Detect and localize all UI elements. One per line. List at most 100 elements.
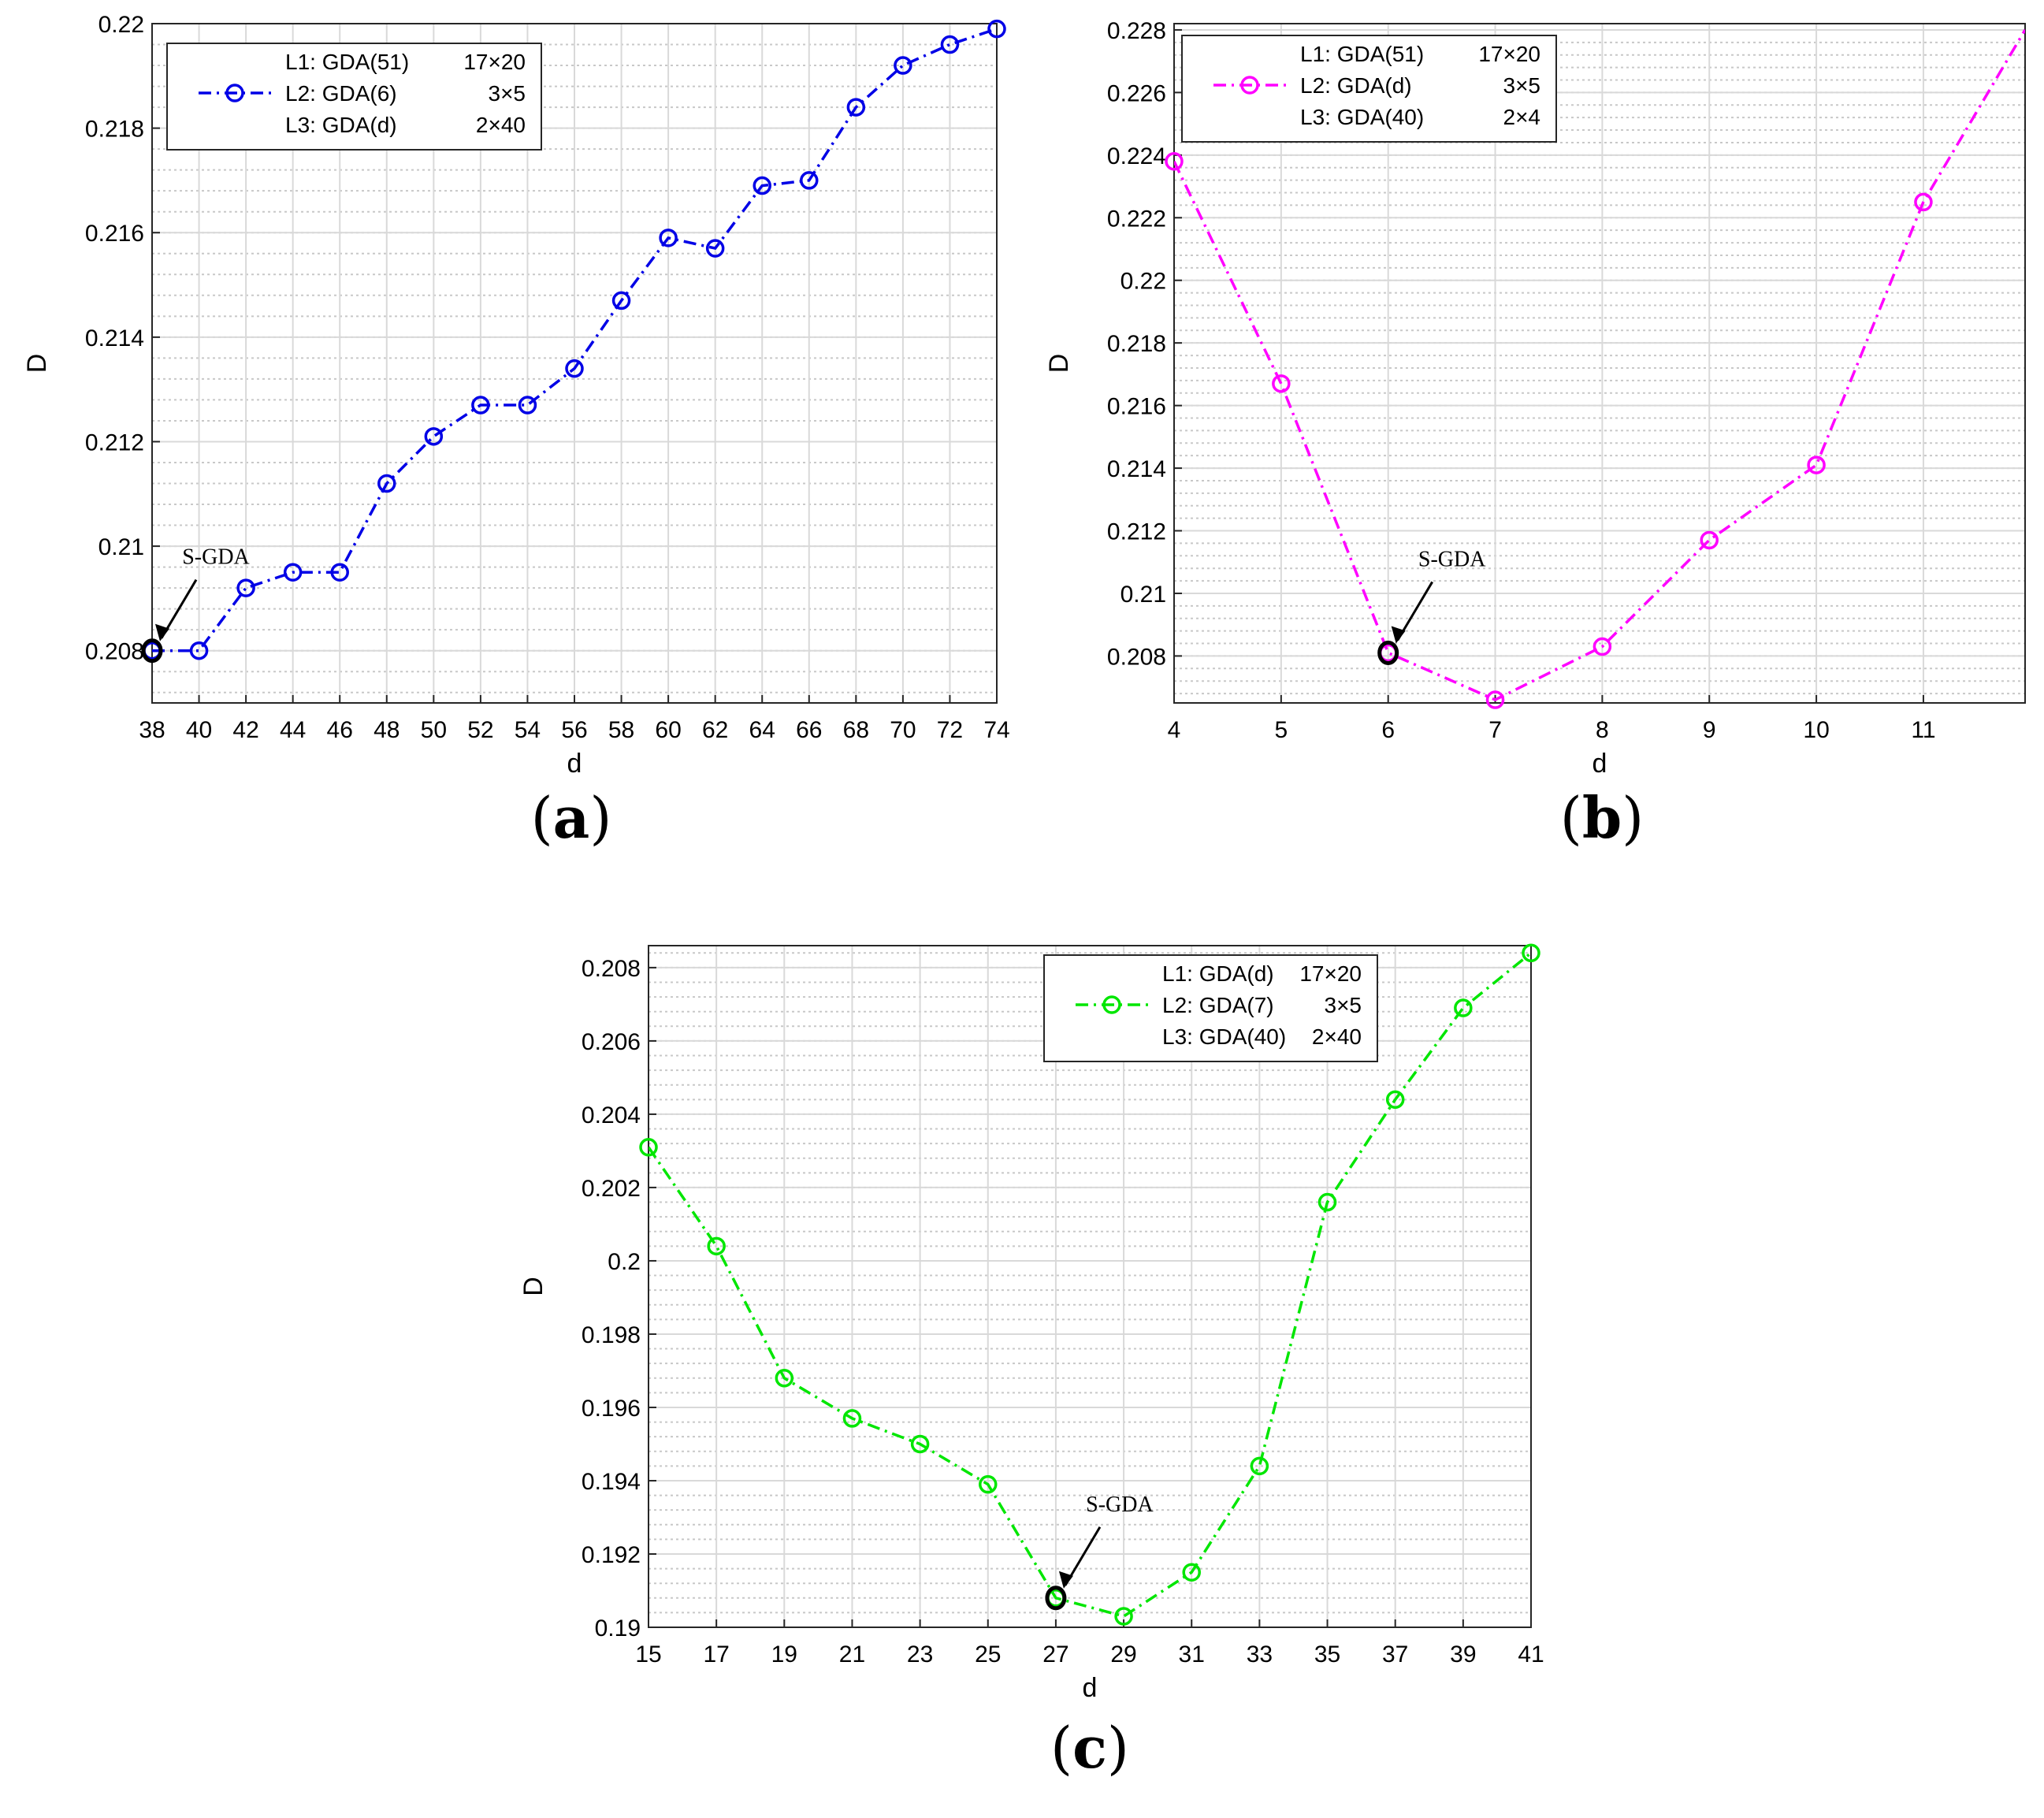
annotation-arrowhead: [1058, 1571, 1073, 1589]
legend-dims: 17×20: [1299, 961, 1362, 986]
annotation-arrowhead: [155, 623, 169, 641]
data-point: [1317, 1192, 1337, 1212]
annotation-arrowhead: [1391, 626, 1406, 644]
x-tick-label: 37: [1382, 1641, 1408, 1667]
data-point: [236, 578, 255, 597]
legend-dims: 17×20: [463, 50, 526, 74]
y-tick-label: 0.194: [582, 1469, 641, 1495]
x-tick-label: 41: [1518, 1641, 1544, 1667]
data-point: [471, 396, 490, 415]
legend-dims: 3×5: [1503, 73, 1541, 98]
y-tick-label: 0.216: [1107, 394, 1166, 420]
data-point: [894, 56, 912, 75]
data-point: [565, 359, 584, 378]
y-tick-label: 0.192: [582, 1542, 641, 1568]
x-tick-label: 46: [327, 717, 353, 743]
y-tick-label: 0.208: [85, 639, 144, 665]
data-point: [1592, 637, 1612, 656]
chart-a: 38 40 42 44 46 48 50 52 54 56 58 60 62 64 66 68 70 72 74 0.…: [22, 12, 1010, 851]
legend-dims: 2×4: [1503, 105, 1541, 129]
data-point: [330, 563, 349, 582]
x-tick-label: 33: [1247, 1641, 1273, 1667]
x-tick-label: 23: [907, 1641, 933, 1667]
x-tick-label: 6: [1381, 717, 1395, 743]
data-point: [753, 176, 771, 195]
axes-frame: [1173, 23, 2026, 704]
data-point: [1165, 152, 1184, 171]
y-tick-label: 0.208: [1107, 644, 1166, 670]
y-tick-label: 0.202: [582, 1176, 641, 1202]
x-tick-label: 72: [937, 717, 963, 743]
data-point: [800, 171, 819, 190]
data-point: [189, 641, 209, 660]
legend-label: L1: GDA(51): [1300, 42, 1424, 66]
legend-label: L1: GDA(51): [285, 50, 409, 74]
y-tick-label: 0.198: [582, 1322, 641, 1348]
data-point: [1914, 192, 1933, 212]
panel-caption-c: (c): [1050, 1714, 1129, 1781]
x-tick-label: 68: [843, 717, 869, 743]
y-axis-label: D: [518, 1277, 548, 1296]
legend-box: [1181, 35, 1557, 143]
x-tick-label: 74: [983, 717, 1009, 743]
y-tick-label: 0.21: [98, 534, 144, 560]
data-point: [1454, 998, 1473, 1017]
data-point: [705, 239, 725, 258]
y-tick-label: 0.212: [1107, 519, 1166, 545]
chart-b: 4 5 6 7 8 9 10 11 0.208 0.21 0.212 0.214 0.216 0.218 0…: [1044, 18, 2026, 851]
data-point: [846, 98, 866, 117]
legend-dims: 2×40: [476, 113, 526, 137]
legend-box: [166, 43, 542, 151]
legend-label: L1: GDA(d): [1162, 961, 1274, 986]
data-point: [775, 1369, 794, 1388]
x-tick-label: 4: [1168, 717, 1181, 743]
data-point: [424, 427, 444, 446]
x-tick-label: 44: [280, 717, 306, 743]
y-tick-label: 0.196: [582, 1396, 641, 1422]
y-tick-label: 0.22: [1120, 269, 1166, 295]
data-point: [518, 396, 537, 415]
x-tick-label: 40: [186, 717, 212, 743]
x-tick-label: 39: [1450, 1641, 1476, 1667]
legend-dims: 3×5: [1325, 993, 1362, 1017]
y-tick-label: 0.224: [1107, 143, 1166, 169]
x-tick-label: 56: [561, 717, 587, 743]
legend-label: L2: GDA(7): [1162, 993, 1274, 1017]
panel-caption-b: (b): [1560, 784, 1644, 851]
x-tick-label: 54: [515, 717, 541, 743]
legend-label: L2: GDA(d): [1300, 73, 1412, 98]
y-axis-label: D: [22, 354, 52, 374]
legend-label: L3: GDA(40): [1300, 105, 1424, 129]
x-tick-label: 10: [1803, 717, 1829, 743]
data-point: [1272, 374, 1291, 393]
x-axis-label: d: [1592, 749, 1607, 779]
x-tick-label: 50: [421, 717, 447, 743]
y-tick-label: 0.19: [595, 1615, 641, 1641]
x-tick-label: 21: [839, 1641, 865, 1667]
series-line: [152, 27, 997, 652]
y-tick-label: 0.214: [1107, 456, 1166, 482]
y-tick-label: 0.222: [1107, 206, 1166, 232]
x-tick-label: 17: [703, 1641, 729, 1667]
annotation-text: S-GDA: [1086, 1493, 1154, 1517]
y-tick-label: 0.218: [1107, 331, 1166, 357]
data-point: [1807, 455, 1826, 474]
x-tick-label: 35: [1314, 1641, 1340, 1667]
y-axis-label: D: [1044, 354, 1074, 374]
annotation-text: S-GDA: [1418, 547, 1486, 571]
legend-dims: 3×5: [489, 81, 526, 106]
x-tick-label: 19: [771, 1641, 797, 1667]
annotation-text: S-GDA: [182, 545, 250, 570]
legend-dims: 17×20: [1478, 42, 1540, 66]
y-tick-label: 0.212: [85, 429, 144, 455]
y-tick-label: 0.22: [98, 12, 144, 38]
x-tick-label: 62: [702, 717, 728, 743]
legend-label: L3: GDA(40): [1162, 1024, 1286, 1049]
x-tick-label: 60: [655, 717, 681, 743]
y-tick-label: 0.208: [582, 956, 641, 982]
y-tick-label: 0.2: [608, 1249, 641, 1275]
data-point: [1485, 690, 1505, 709]
x-tick-label: 11: [1911, 717, 1935, 743]
x-tick-label: 58: [608, 717, 634, 743]
data-point: [707, 1236, 726, 1256]
